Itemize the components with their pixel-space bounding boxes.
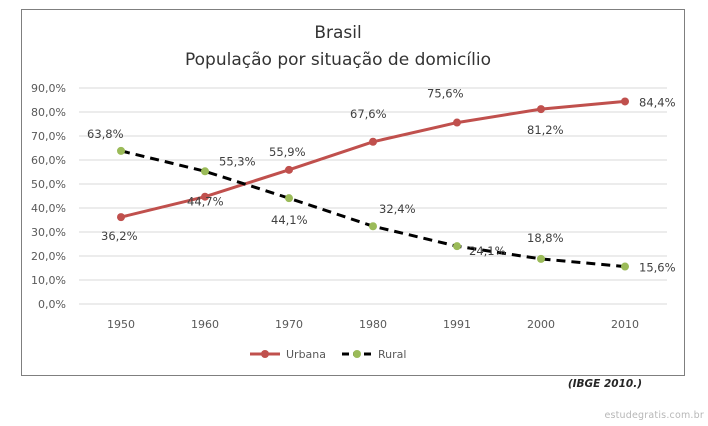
y-tick-label: 20,0% — [31, 250, 66, 263]
y-tick-label: 60,0% — [31, 154, 66, 167]
data-point-rural — [201, 167, 209, 176]
x-tick-label: 2010 — [611, 318, 639, 331]
data-point-rural — [285, 194, 293, 203]
data-label-rural: 15,6% — [639, 261, 676, 275]
y-axis-ticks: 0,0% 10,0% 20,0% 30,0% 40,0% 50,0% 60,0% 70,0% 8… — [31, 82, 66, 311]
x-axis-ticks: 1950 1960 1970 1980 1991 2000 2010 — [107, 318, 639, 331]
x-tick-label: 1970 — [275, 318, 303, 331]
y-tick-label: 40,0% — [31, 202, 66, 215]
data-label-rural: 18,8% — [527, 231, 564, 245]
legend-marker-urbana — [261, 350, 269, 358]
legend-label-urbana: Urbana — [286, 348, 326, 361]
series-layer — [117, 97, 629, 271]
data-point-rural — [537, 254, 545, 263]
x-tick-label: 1991 — [443, 318, 471, 331]
data-label-urbana: 36,2% — [101, 229, 138, 243]
data-label-urbana: 67,6% — [350, 107, 387, 121]
y-tick-label: 0,0% — [38, 298, 66, 311]
legend-marker-rural — [353, 350, 361, 358]
data-point-rural — [621, 262, 629, 271]
data-label-urbana: 81,2% — [527, 123, 564, 137]
data-labels: 36,2% 44,7% 55,9% 67,6% 75,6% 81,2% 84,4% 63,8%… — [87, 87, 676, 275]
data-point-urbana — [369, 137, 377, 146]
data-point-urbana — [285, 165, 293, 174]
data-label-urbana: 75,6% — [427, 87, 464, 101]
x-tick-label: 1960 — [191, 318, 219, 331]
data-point-urbana — [621, 97, 629, 106]
x-tick-label: 2000 — [527, 318, 555, 331]
chart-subtitle: População por situação de domicílio — [185, 50, 491, 70]
y-tick-label: 10,0% — [31, 274, 66, 287]
data-point-urbana — [201, 192, 209, 201]
data-label-rural: 32,4% — [379, 202, 416, 216]
data-label-urbana: 55,9% — [269, 145, 306, 159]
series-line-rural — [120, 149, 626, 269]
data-point-urbana — [537, 105, 545, 114]
source-note: (IBGE 2010.) — [567, 378, 642, 390]
data-point-urbana — [453, 118, 461, 127]
data-label-rural: 63,8% — [87, 127, 124, 141]
data-point-urbana — [117, 213, 125, 222]
x-tick-label: 1950 — [107, 318, 135, 331]
data-label-urbana: 44,7% — [187, 195, 224, 209]
data-point-rural — [453, 242, 461, 251]
line-chart: Brasil População por situação de domicíl… — [31, 23, 676, 361]
watermark: estudegratis.com.br — [604, 410, 704, 421]
data-label-rural: 44,1% — [271, 213, 308, 227]
data-point-rural — [369, 222, 377, 231]
y-tick-label: 70,0% — [31, 130, 66, 143]
y-tick-label: 80,0% — [31, 106, 66, 119]
gridlines — [79, 87, 667, 305]
x-tick-label: 1980 — [359, 318, 387, 331]
chart-frame: Brasil População por situação de domicíl… — [21, 9, 685, 376]
y-tick-label: 50,0% — [31, 178, 66, 191]
y-tick-label: 90,0% — [31, 82, 66, 95]
legend-label-rural: Rural — [378, 348, 406, 361]
legend: Urbana Rural — [250, 348, 406, 361]
y-tick-label: 30,0% — [31, 226, 66, 239]
data-label-rural: 55,3% — [219, 154, 256, 168]
data-label-rural: 24,1% — [469, 244, 506, 258]
data-label-urbana: 84,4% — [639, 95, 676, 109]
data-point-rural — [117, 146, 125, 155]
chart-title: Brasil — [314, 23, 361, 43]
